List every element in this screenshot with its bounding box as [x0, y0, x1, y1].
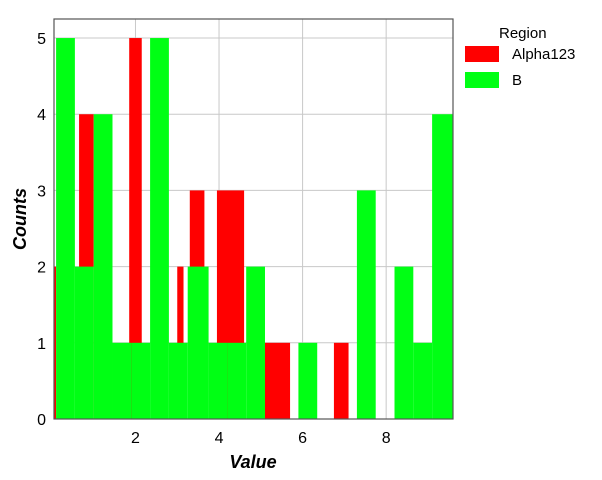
y-tick-label: 1 — [37, 336, 46, 353]
legend-label-alpha123: Alpha123 — [512, 46, 575, 63]
bar-b — [93, 114, 113, 419]
bar-b — [74, 266, 94, 419]
legend-swatch-b — [465, 72, 499, 88]
y-tick-label: 3 — [37, 183, 46, 200]
x-tick-label: 6 — [298, 430, 307, 447]
bar-b — [187, 266, 209, 419]
bar-alpha123 — [129, 38, 142, 420]
y-tick-label: 0 — [37, 412, 46, 429]
legend-title: Region — [499, 25, 547, 42]
x-tick-labels: 2 4 6 8 — [131, 430, 391, 447]
y-axis-title: Counts — [10, 188, 30, 250]
bar-b — [208, 342, 228, 419]
y-tick-label: 2 — [37, 260, 46, 277]
bar-b — [150, 38, 169, 420]
bars-layer — [54, 38, 453, 420]
bar-b — [168, 342, 188, 419]
y-tick-label: 4 — [37, 107, 46, 124]
x-tick-label: 4 — [215, 430, 224, 447]
bar-alpha123 — [333, 342, 349, 419]
x-tick-label: 2 — [131, 430, 140, 447]
bar-b — [112, 342, 132, 419]
legend: Region Alpha123 B — [465, 25, 575, 89]
y-tick-label: 5 — [37, 31, 46, 48]
x-tick-label: 8 — [382, 430, 391, 447]
x-axis-title: Value — [229, 452, 276, 472]
legend-label-b: B — [512, 72, 522, 89]
bar-b — [432, 114, 453, 419]
bar-b — [56, 38, 75, 420]
bar-b — [227, 342, 247, 419]
bar-b — [246, 266, 265, 419]
bar-b — [413, 342, 433, 419]
bar-b — [298, 342, 318, 419]
plot-frame — [53, 18, 454, 420]
bar-b — [394, 266, 414, 419]
y-tick-labels: 0 1 2 3 4 5 — [37, 31, 46, 429]
bar-alpha123 — [262, 342, 291, 419]
bar-b — [131, 342, 151, 419]
bar-b — [356, 190, 376, 419]
bar-alpha123 — [54, 266, 57, 419]
legend-swatch-alpha123 — [465, 46, 499, 62]
